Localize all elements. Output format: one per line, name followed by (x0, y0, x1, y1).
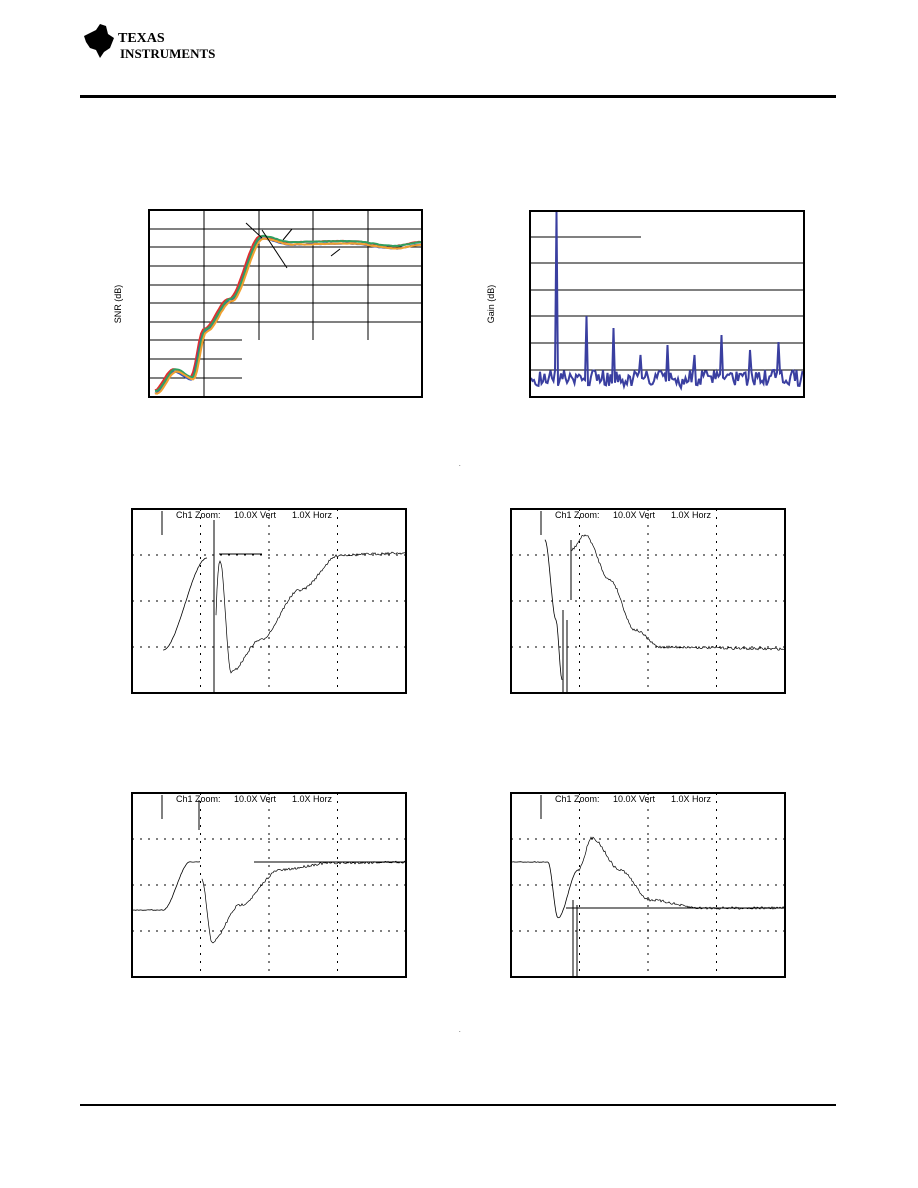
scope-frame (510, 508, 786, 694)
scope-trace (570, 534, 786, 651)
scope-trace (162, 557, 208, 651)
scope-frame (510, 792, 786, 978)
scope-caption: Ch1 Zoom: (176, 794, 221, 804)
scope-plot: Ch1 Zoom: 10.0X Vert 1.0X Horz (131, 508, 407, 694)
scope-caption: Ch1 Zoom: (555, 794, 600, 804)
scope-frame (131, 792, 407, 978)
scope-caption: 1.0X Horz (671, 794, 712, 804)
scope-caption: 1.0X Horz (292, 794, 333, 804)
scope-caption: 10.0X Vert (234, 510, 277, 520)
scope-plot: Ch1 Zoom: 10.0X Vert 1.0X Horz (510, 792, 786, 978)
scope-grid (511, 793, 785, 977)
logo-text: Instruments (120, 46, 215, 61)
scope-frame (131, 508, 407, 694)
snr-curve (154, 237, 422, 395)
scope-caption: 10.0X Vert (613, 794, 656, 804)
y-axis-label: Gain (dB) (486, 285, 496, 324)
gain-plot: Gain (dB) (486, 210, 805, 398)
scope-caption: 10.0X Vert (613, 510, 656, 520)
scope-plot: Ch1 Zoom: 10.0X Vert 1.0X Horz (510, 508, 786, 694)
scope-trace (510, 861, 579, 919)
dot: . (459, 462, 461, 468)
scope-grid (132, 509, 406, 693)
snr-plot: SNR (dB) (113, 209, 423, 398)
scope-grid (132, 793, 406, 977)
footer-rule (80, 1104, 836, 1106)
scope-trace (131, 861, 200, 911)
scope-caption: 1.0X Horz (671, 510, 712, 520)
scope-caption: Ch1 Zoom: (555, 510, 600, 520)
snr-curve (154, 234, 422, 392)
logo: Texas Instruments (84, 24, 215, 61)
scope-caption: 10.0X Vert (234, 794, 277, 804)
scope-caption: Ch1 Zoom: (176, 510, 221, 520)
scope-trace (544, 539, 563, 680)
dot: . (459, 1028, 461, 1034)
y-axis-label: SNR (dB) (113, 285, 123, 324)
scope-trace (577, 836, 786, 910)
scope-caption: 1.0X Horz (292, 510, 333, 520)
scope-trace (201, 860, 407, 944)
header-rule (80, 95, 836, 98)
scope-trace (215, 551, 407, 674)
logo-text: Texas (118, 31, 165, 46)
scope-grid (511, 509, 785, 693)
scope-plot: Ch1 Zoom: 10.0X Vert 1.0X Horz (131, 792, 407, 978)
